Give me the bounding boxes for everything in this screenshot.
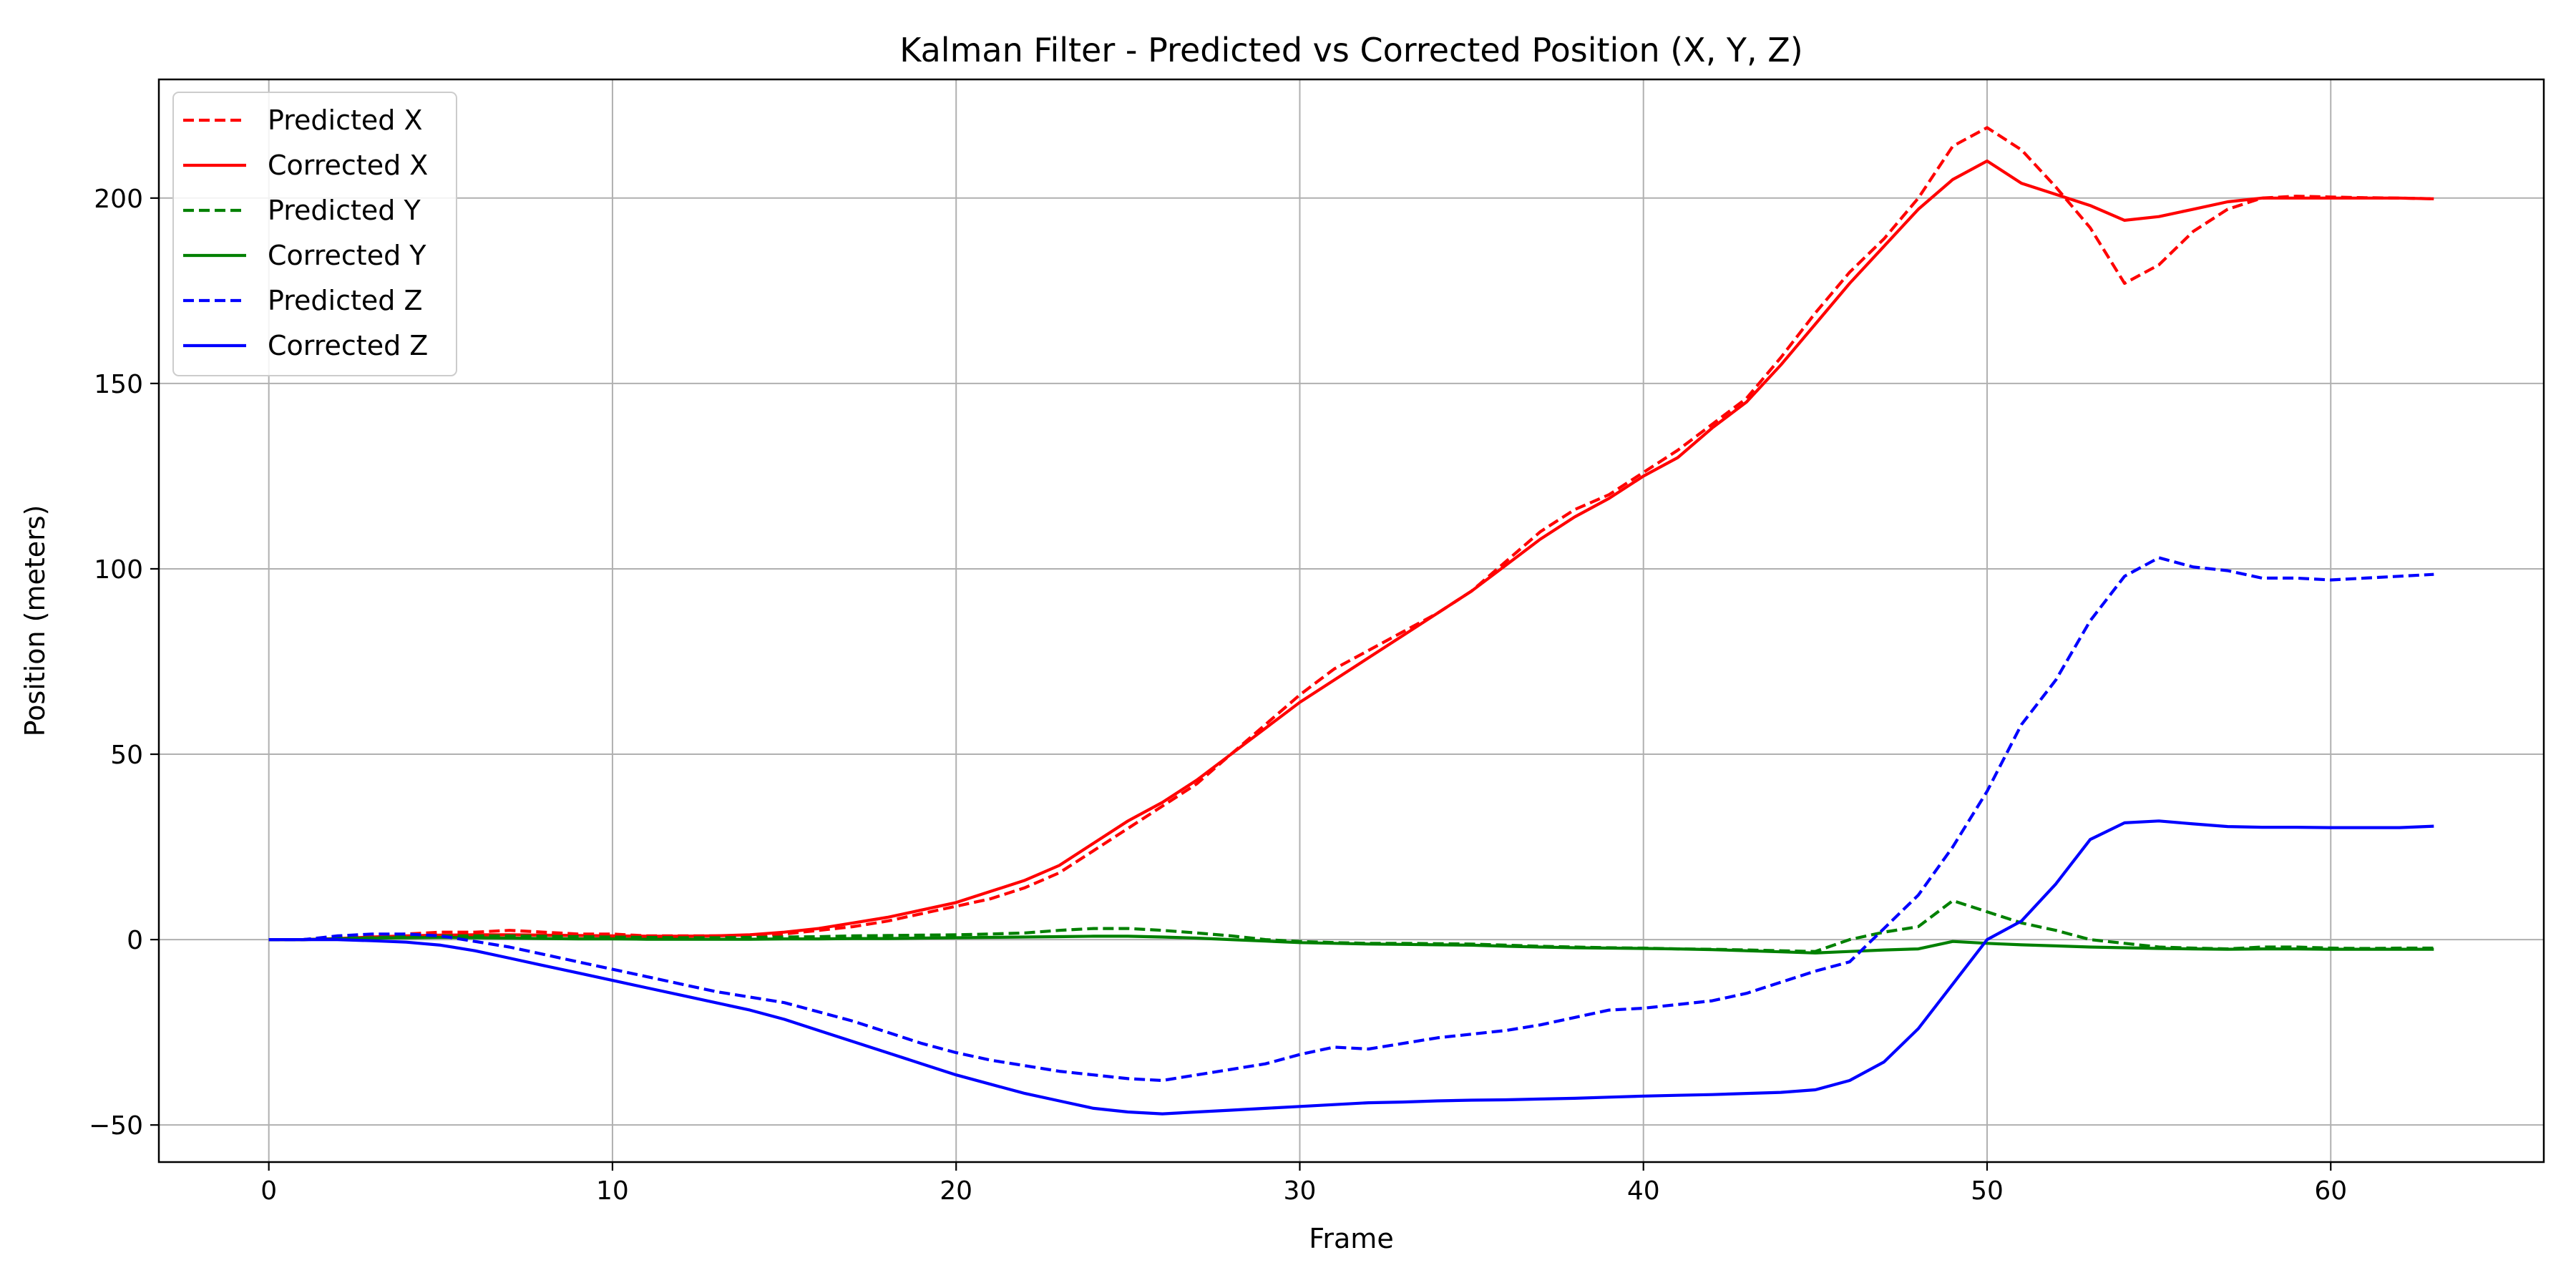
x-tick-label: 0	[260, 1176, 277, 1206]
y-tick-label: 100	[94, 555, 143, 585]
series-line-corrected-x	[268, 159, 2434, 942]
axis-ticks: 0 10 20 30 40 50 60 −50 0 50 100 150 200	[89, 185, 2347, 1206]
plot-frame	[157, 78, 2545, 1163]
legend-box	[172, 92, 457, 376]
x-tick-label: 10	[596, 1176, 629, 1206]
x-tick-label: 60	[2314, 1176, 2347, 1206]
x-tick-label: 30	[1284, 1176, 1317, 1206]
series-line-predicted-z	[268, 556, 2434, 1083]
y-tick-label: 50	[110, 741, 143, 770]
legend: Predicted X Corrected X Predicted Y Correct…	[172, 92, 457, 376]
legend-label: Predicted Z	[268, 285, 423, 316]
x-tick-label: 50	[1971, 1176, 2004, 1206]
chart-title: Kalman Filter - Predicted vs Corrected P…	[899, 31, 1802, 69]
y-tick-label: 0	[127, 926, 143, 955]
x-tick-label: 40	[1627, 1176, 1660, 1206]
x-tick-label: 20	[940, 1176, 972, 1206]
y-tick-label: 200	[94, 185, 143, 214]
series-line-corrected-z	[268, 819, 2434, 1116]
legend-label: Corrected X	[268, 150, 428, 181]
legend-label: Corrected Y	[268, 240, 426, 271]
y-axis-label: Position (meters)	[19, 505, 51, 737]
series-lines	[268, 126, 2434, 1116]
x-axis-label: Frame	[1309, 1223, 1393, 1254]
legend-label: Predicted Y	[268, 195, 421, 226]
legend-label: Corrected Z	[268, 330, 428, 361]
y-tick-label: −50	[89, 1111, 143, 1141]
legend-label: Predicted X	[268, 104, 423, 136]
y-tick-label: 150	[94, 370, 143, 399]
series-line-corrected-y	[268, 935, 2434, 955]
